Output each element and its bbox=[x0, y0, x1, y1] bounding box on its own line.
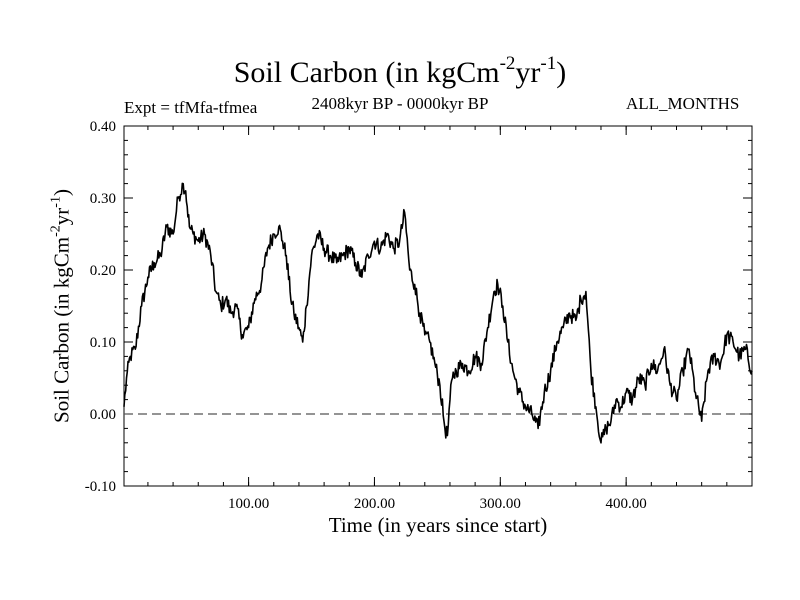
x-tick-label: 100.00 bbox=[228, 496, 269, 512]
title-text: Soil Carbon (in kgCm bbox=[233, 56, 500, 89]
y-tick-label: 0.40 bbox=[90, 119, 116, 135]
y-tick-label: -0.10 bbox=[85, 479, 116, 495]
series-line-soil-carbon bbox=[123, 182, 753, 444]
chart-title: Soil Carbon (in kgCm-2yr-1) bbox=[0, 53, 800, 90]
experiment-label: Expt = tfMfa-tfmea bbox=[124, 98, 258, 117]
title-exponent-2: -1 bbox=[540, 53, 557, 74]
y-tick-label: 0.30 bbox=[90, 191, 116, 207]
plot-frame bbox=[123, 125, 753, 487]
title-exponent-1: -2 bbox=[499, 53, 516, 74]
x-tick-label: 300.00 bbox=[480, 496, 521, 512]
period-label: 2408kyr BP - 0000kyr BP bbox=[311, 94, 489, 113]
title-text-mid: yr bbox=[515, 56, 541, 89]
x-tick-label: 400.00 bbox=[606, 496, 647, 512]
months-label: ALL_MONTHS bbox=[626, 94, 740, 113]
y-tick-label: 0.20 bbox=[90, 263, 116, 279]
y-tick-label: 0.00 bbox=[90, 407, 116, 423]
y-tick-label: 0.10 bbox=[90, 335, 116, 351]
title-text-end: ) bbox=[556, 56, 567, 89]
x-axis-label: Time (in years since start) bbox=[328, 513, 548, 537]
x-tick-label: 200.00 bbox=[354, 496, 395, 512]
